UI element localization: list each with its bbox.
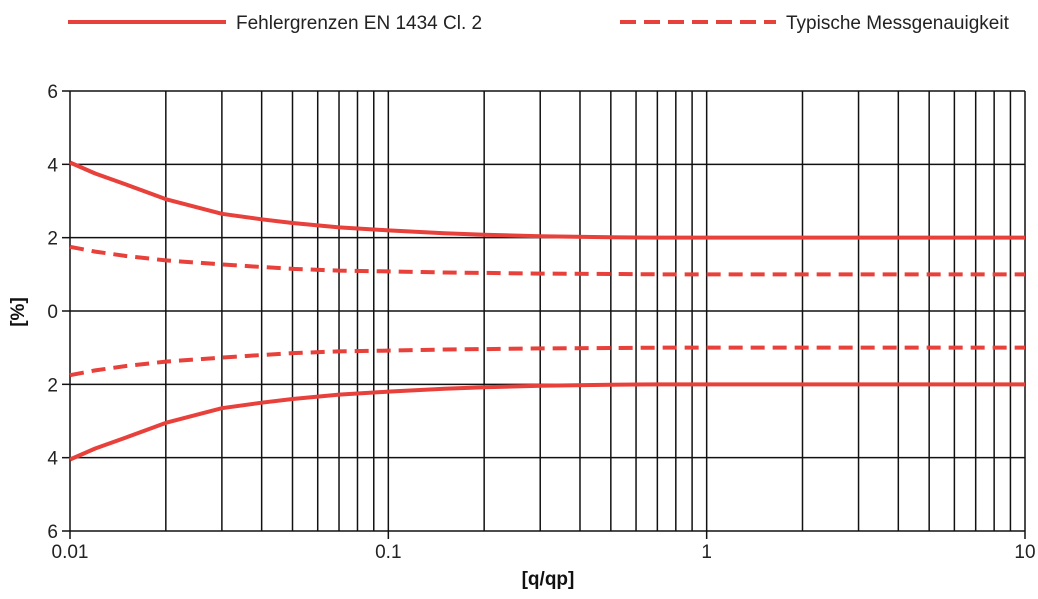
series-line-typical-3: [69, 345, 1025, 378]
x-tick-label: 0.01: [52, 542, 89, 563]
series-line-typical-2: [69, 244, 1025, 277]
y-tick-label: 6: [47, 82, 58, 103]
x-tick-label: 10: [1014, 542, 1035, 563]
x-tick-labels: 0.01 0.1 1 10: [52, 542, 1036, 563]
x-axis-label: [q/qp]: [522, 569, 575, 590]
x-tick-label: 1: [701, 542, 712, 563]
grid: [62, 90, 1026, 539]
y-tick-label: 2: [47, 229, 58, 250]
y-tick-label: 0: [47, 302, 58, 323]
y-axis-label: [%]: [8, 297, 29, 327]
y-tick-label: 4: [47, 449, 58, 470]
y-tick-label: 2: [47, 375, 58, 396]
legend-label-limits: Fehlergrenzen EN 1434 Cl. 2: [236, 13, 482, 34]
series-line-limits-1: [69, 382, 1025, 462]
y-tick-label: 4: [47, 155, 58, 176]
series-group: [69, 160, 1025, 462]
y-tick-label: 6: [47, 522, 58, 543]
legend: Fehlergrenzen EN 1434 Cl. 2 Typische Mes…: [68, 13, 1010, 34]
x-tick-label: 0.1: [375, 542, 401, 563]
y-tick-labels: 6 4 2 0 2 4 6: [47, 82, 58, 543]
series-line-limits-0: [69, 160, 1025, 240]
legend-label-typical: Typische Messgenauigkeit: [786, 13, 1010, 34]
